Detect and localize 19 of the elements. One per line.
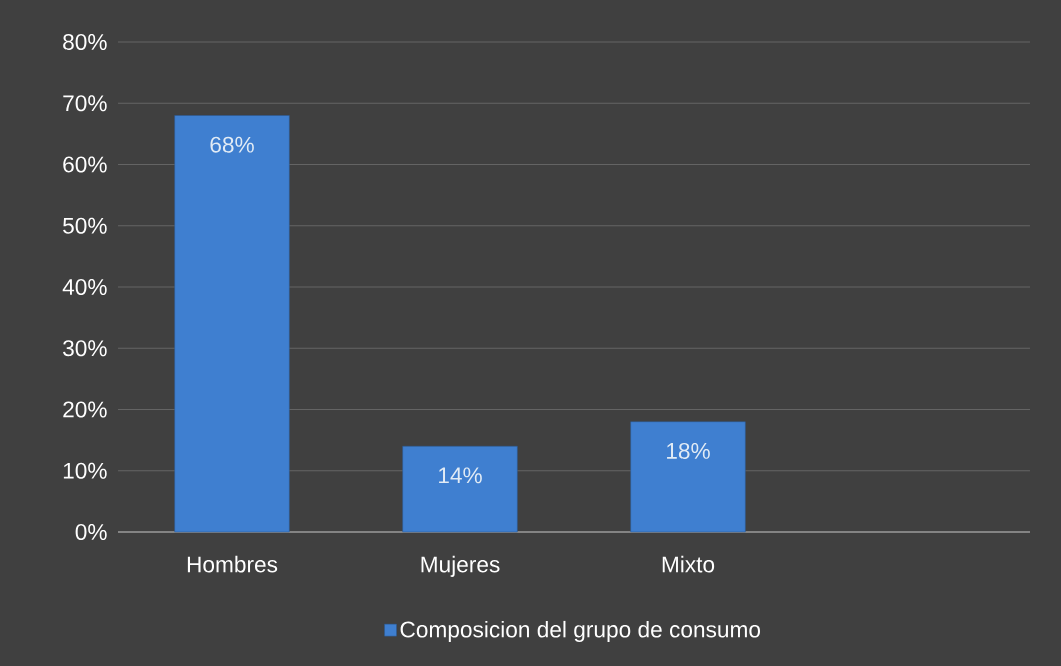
y-tick-label: 80% — [63, 33, 107, 51]
x-tick-label: Mixto — [662, 555, 715, 573]
y-tick-label: 50% — [63, 217, 107, 234]
y-tick-label: 70% — [63, 95, 107, 112]
x-tick-label: Mujeres — [421, 555, 500, 577]
y-tick-label: 20% — [63, 401, 107, 418]
data-label: 14% — [439, 467, 482, 484]
bar — [402, 445, 518, 533]
bar — [174, 115, 290, 533]
y-tick-label: 40% — [62, 278, 107, 296]
data-label: 68% — [210, 136, 254, 153]
y-tick-label: 10% — [63, 462, 107, 479]
data-label: 18% — [667, 442, 710, 459]
y-tick-label: 0% — [75, 523, 107, 541]
y-tick-label: 60% — [63, 156, 107, 173]
x-tick-label: Hombres — [187, 555, 278, 573]
y-tick-label: 30% — [63, 340, 107, 357]
legend-label: Composicion del grupo de consumo — [400, 620, 761, 643]
bar — [630, 421, 746, 533]
